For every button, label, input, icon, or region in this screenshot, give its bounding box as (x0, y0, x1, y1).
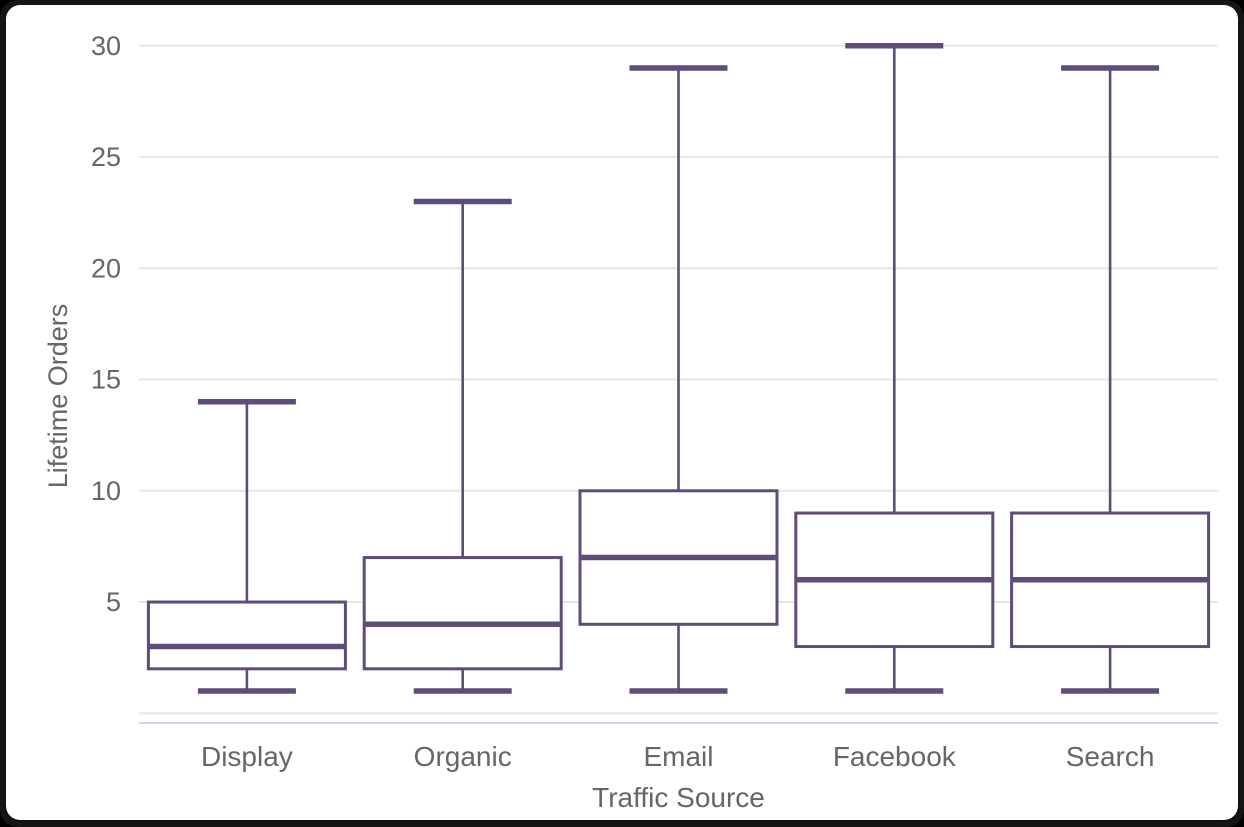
y-tick-label-25: 25 (91, 142, 121, 172)
x-category-label-display: Display (201, 741, 293, 772)
x-category-label-email: Email (643, 741, 713, 772)
boxplot-organic[interactable] (362, 198, 563, 694)
y-tick-label-10: 10 (91, 476, 121, 506)
y-tick-label-20: 20 (91, 253, 121, 283)
x-category-label-facebook: Facebook (833, 741, 957, 772)
x-category-label-organic: Organic (414, 741, 512, 772)
boxplot-facebook[interactable] (794, 43, 995, 694)
boxplot-email[interactable] (578, 65, 779, 694)
display-iqr-box[interactable] (146, 600, 347, 671)
boxplot-display[interactable] (146, 399, 347, 694)
boxplot-search[interactable] (1010, 65, 1211, 694)
x-category-label-search: Search (1066, 741, 1155, 772)
x-axis-title: Traffic Source (592, 782, 765, 813)
organic-iqr-box[interactable] (362, 556, 563, 671)
y-tick-label-5: 5 (106, 587, 121, 617)
y-axis-title: Lifetime Orders (43, 304, 73, 489)
y-tick-label-15: 15 (91, 365, 121, 395)
chart-card (6, 5, 1238, 820)
y-tick-label-30: 30 (91, 31, 121, 61)
